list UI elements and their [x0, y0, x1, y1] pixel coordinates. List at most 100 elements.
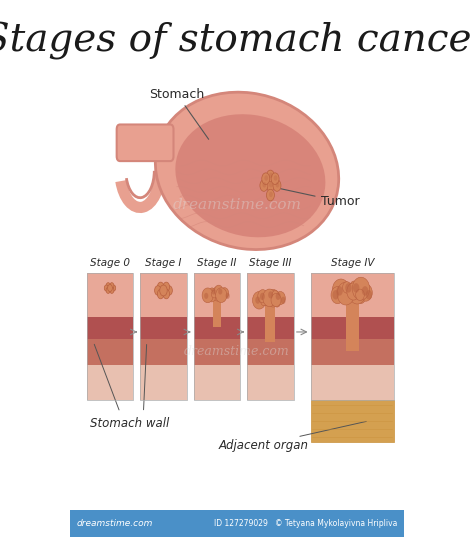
Ellipse shape [226, 293, 230, 299]
Text: dreamstime.com: dreamstime.com [77, 519, 153, 528]
Ellipse shape [337, 282, 355, 305]
Text: Stage 0: Stage 0 [90, 258, 130, 267]
Ellipse shape [166, 286, 173, 295]
FancyBboxPatch shape [247, 339, 294, 365]
Ellipse shape [269, 192, 273, 197]
FancyBboxPatch shape [87, 316, 133, 339]
Ellipse shape [348, 281, 366, 304]
Ellipse shape [261, 297, 267, 306]
Ellipse shape [266, 189, 274, 201]
Ellipse shape [331, 287, 344, 304]
Text: Stages of stomach cancer: Stages of stomach cancer [0, 22, 474, 60]
Text: Stage II: Stage II [197, 258, 237, 267]
Text: Stage III: Stage III [249, 258, 292, 267]
Ellipse shape [218, 288, 222, 295]
FancyBboxPatch shape [310, 273, 394, 316]
Ellipse shape [261, 292, 271, 306]
Ellipse shape [263, 289, 276, 307]
Ellipse shape [343, 284, 356, 300]
Ellipse shape [163, 282, 170, 292]
Ellipse shape [260, 293, 265, 300]
FancyBboxPatch shape [346, 298, 359, 352]
Ellipse shape [350, 281, 358, 293]
Ellipse shape [336, 286, 343, 296]
Ellipse shape [160, 285, 167, 296]
FancyBboxPatch shape [193, 316, 240, 339]
Ellipse shape [273, 175, 277, 181]
Ellipse shape [281, 297, 286, 304]
Ellipse shape [362, 286, 368, 296]
FancyBboxPatch shape [117, 125, 173, 161]
Ellipse shape [211, 288, 216, 295]
Ellipse shape [266, 170, 274, 182]
FancyBboxPatch shape [310, 339, 394, 365]
Text: Tumor: Tumor [280, 188, 359, 208]
Ellipse shape [356, 289, 365, 301]
Ellipse shape [339, 291, 348, 302]
Ellipse shape [108, 285, 112, 292]
FancyBboxPatch shape [193, 339, 240, 365]
Ellipse shape [204, 293, 209, 299]
Text: Stomach: Stomach [149, 88, 209, 139]
Ellipse shape [208, 291, 216, 302]
Ellipse shape [104, 285, 109, 291]
Ellipse shape [271, 293, 281, 307]
Ellipse shape [109, 287, 114, 293]
Ellipse shape [274, 298, 281, 307]
FancyBboxPatch shape [140, 316, 187, 339]
Ellipse shape [353, 283, 359, 293]
Ellipse shape [175, 114, 325, 237]
Ellipse shape [269, 172, 273, 178]
Ellipse shape [273, 180, 281, 191]
FancyBboxPatch shape [265, 303, 275, 342]
Ellipse shape [275, 182, 279, 187]
Ellipse shape [106, 287, 110, 293]
FancyBboxPatch shape [87, 365, 133, 400]
Ellipse shape [111, 285, 116, 291]
Ellipse shape [202, 288, 213, 303]
Ellipse shape [155, 286, 161, 295]
Ellipse shape [264, 175, 268, 181]
Text: Adjacent organ: Adjacent organ [219, 439, 309, 452]
Ellipse shape [356, 292, 365, 303]
Ellipse shape [275, 292, 285, 304]
Ellipse shape [260, 180, 268, 191]
FancyBboxPatch shape [213, 298, 221, 327]
Ellipse shape [255, 296, 260, 304]
Text: dreamstime.com: dreamstime.com [184, 345, 290, 358]
Ellipse shape [209, 288, 215, 295]
FancyBboxPatch shape [140, 365, 187, 400]
Ellipse shape [271, 173, 279, 185]
Ellipse shape [332, 279, 350, 302]
FancyBboxPatch shape [140, 339, 187, 365]
Text: Stage I: Stage I [146, 258, 182, 267]
FancyBboxPatch shape [310, 316, 394, 339]
Ellipse shape [262, 173, 270, 185]
Ellipse shape [266, 180, 274, 191]
FancyBboxPatch shape [247, 273, 294, 316]
FancyBboxPatch shape [193, 273, 240, 316]
FancyBboxPatch shape [247, 365, 294, 400]
Ellipse shape [347, 283, 360, 300]
FancyBboxPatch shape [310, 400, 394, 442]
Ellipse shape [220, 294, 225, 301]
Text: Stage IV: Stage IV [330, 258, 374, 267]
Ellipse shape [263, 182, 266, 187]
Ellipse shape [109, 282, 114, 289]
Ellipse shape [266, 289, 280, 307]
FancyBboxPatch shape [140, 273, 187, 316]
Ellipse shape [265, 290, 272, 299]
Ellipse shape [220, 288, 228, 299]
FancyBboxPatch shape [247, 316, 294, 339]
Ellipse shape [106, 282, 110, 289]
Ellipse shape [269, 182, 273, 187]
Ellipse shape [155, 92, 339, 250]
Text: Stomach wall: Stomach wall [91, 417, 170, 430]
Ellipse shape [157, 282, 164, 292]
Ellipse shape [216, 288, 227, 302]
Ellipse shape [352, 277, 370, 300]
Ellipse shape [272, 291, 279, 299]
Ellipse shape [332, 290, 339, 300]
Text: ID 127279029   © Tetyana Mykolayivna Hripliva: ID 127279029 © Tetyana Mykolayivna Hripl… [214, 519, 397, 528]
Ellipse shape [343, 282, 351, 293]
